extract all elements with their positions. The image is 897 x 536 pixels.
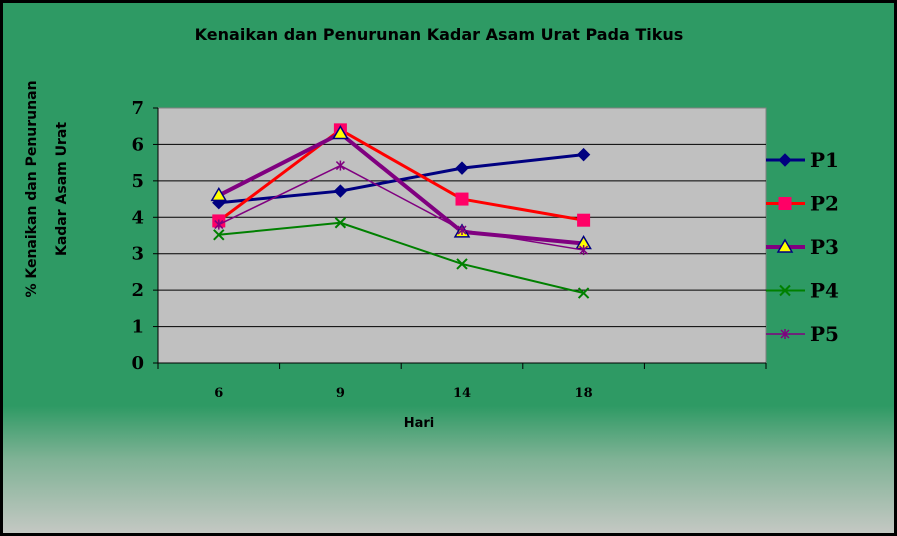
y-tick-label: 1 — [131, 317, 144, 338]
x-tick-label: 14 — [453, 386, 471, 401]
legend-item-p3: P3 — [766, 235, 839, 259]
chart-title: Kenaikan dan Penurunan Kadar Asam Urat P… — [195, 25, 684, 44]
data-point-p2 — [577, 213, 591, 227]
data-point-p1 — [455, 161, 469, 175]
legend-label: P4 — [810, 279, 839, 303]
series-group — [210, 123, 592, 299]
series-line-p1 — [218, 153, 584, 205]
y-tick-label: 7 — [131, 98, 144, 119]
x-axis-title: Hari — [404, 416, 435, 431]
legend-item-p4: P4 — [766, 279, 839, 303]
y-tick-label: 4 — [131, 207, 144, 228]
legend-label: P2 — [810, 192, 839, 216]
series-line-p4 — [218, 221, 584, 295]
y-tick-labels: 0 1 2 3 4 5 6 7 — [131, 98, 144, 374]
x-tick-label: 18 — [575, 386, 593, 401]
series-line-p2 — [217, 128, 584, 223]
legend-item-p2: P2 — [766, 192, 839, 216]
data-point-p4 — [213, 229, 225, 241]
legend-marker — [779, 284, 791, 297]
gridlines — [158, 143, 766, 328]
y-tick-label: 0 — [131, 353, 144, 374]
data-point-p1 — [333, 184, 348, 198]
data-point-p3 — [210, 186, 228, 202]
data-point-p5 — [214, 219, 224, 230]
legend-label: P5 — [810, 322, 839, 346]
series-p1 — [212, 147, 591, 210]
data-point-p1 — [576, 147, 591, 162]
legend: P1 P2 P3 P4 P5 — [766, 148, 839, 346]
data-point-p4 — [334, 217, 347, 229]
chart: Kenaikan dan Penurunan Kadar Asam Urat P… — [24, 25, 839, 431]
legend-marker — [778, 197, 792, 210]
y-tick-label: 3 — [131, 244, 144, 265]
axes — [153, 107, 767, 369]
legend-marker — [778, 153, 792, 167]
x-tick-label: 9 — [336, 386, 345, 401]
legend-item-p1: P1 — [766, 148, 839, 172]
data-point-p2 — [455, 192, 469, 206]
data-point-p4 — [456, 258, 468, 270]
y-tick-label: 5 — [131, 171, 144, 192]
legend-label: P3 — [810, 235, 839, 259]
legend-marker — [780, 329, 790, 339]
data-point-p3 — [332, 125, 349, 140]
y-axis-title-line1: % Kenaikan dan Penurunan — [24, 80, 40, 297]
x-tick-label: 6 — [214, 386, 223, 401]
series-line-p3 — [217, 131, 584, 246]
series-line-p5 — [218, 164, 584, 251]
x-tick-labels: 6 9 14 18 — [214, 386, 592, 401]
y-axis-title: % Kenaikan dan Penurunan Kadar Asam Urat — [24, 80, 70, 297]
series-p4 — [213, 217, 590, 299]
data-point-p5 — [457, 225, 467, 236]
series-p5 — [214, 160, 589, 256]
data-point-p5 — [579, 245, 589, 256]
y-tick-label: 6 — [131, 134, 144, 155]
y-axis-title-line2: Kadar Asam Urat — [54, 122, 70, 256]
legend-item-p5: P5 — [766, 322, 839, 346]
data-point-p5 — [335, 160, 345, 171]
legend-marker — [776, 238, 794, 253]
y-tick-label: 2 — [131, 280, 144, 301]
legend-label: P1 — [810, 148, 839, 172]
data-point-p4 — [577, 287, 590, 299]
